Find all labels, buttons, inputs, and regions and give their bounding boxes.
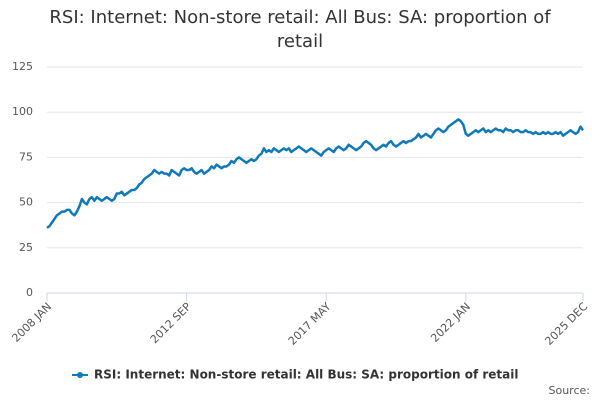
y-tick-label: 125	[12, 60, 33, 73]
x-tick-label: 2017 MAY	[286, 300, 334, 348]
y-tick-label: 50	[19, 196, 33, 209]
x-tick-label: 2008 JAN	[9, 300, 54, 345]
y-tick-label: 0	[26, 286, 33, 299]
y-tick-label: 75	[19, 150, 33, 163]
y-tick-label: 100	[12, 105, 33, 118]
chart-title: RSI: Internet: Non-store retail: All Bus…	[49, 7, 551, 52]
x-tick-label: 2022 JAN	[428, 300, 473, 345]
legend-label: RSI: Internet: Non-store retail: All Bus…	[94, 368, 519, 382]
series-line	[46, 118, 585, 229]
legend-marker	[77, 372, 83, 378]
x-tick-label: 2025 DEC	[542, 300, 590, 348]
x-tick-label: 2012 SEP	[148, 300, 194, 346]
y-tick-label: 25	[19, 241, 33, 254]
source-label: Source:	[549, 384, 591, 397]
